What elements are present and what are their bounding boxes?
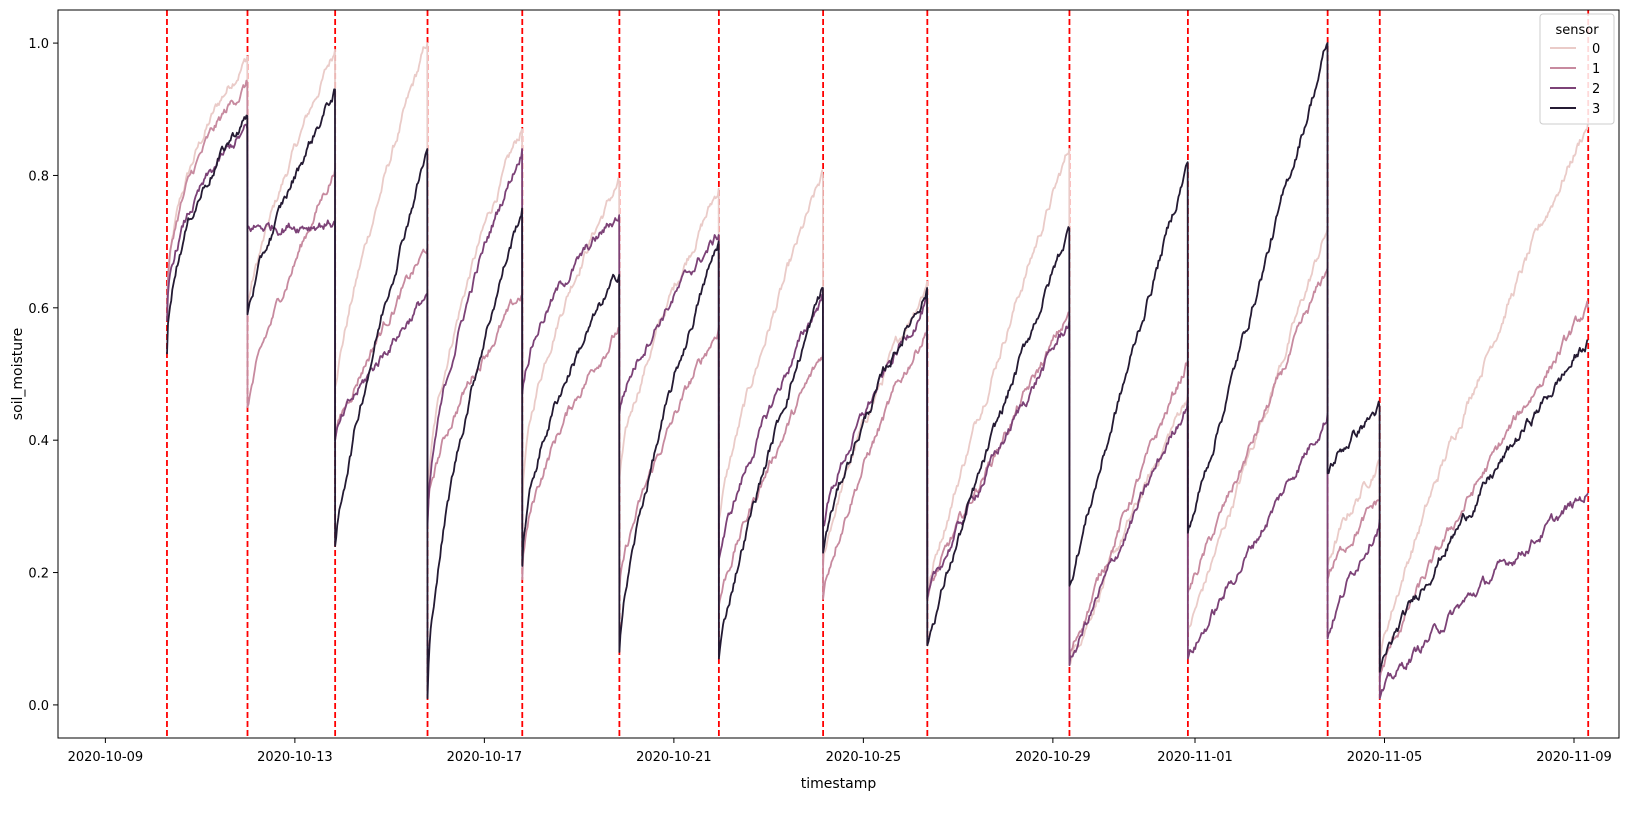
legend: sensor 0 1 2 3 xyxy=(1540,14,1614,124)
x-tick-label: 2020-11-01 xyxy=(1157,750,1233,765)
y-tick-label: 0.0 xyxy=(28,699,49,714)
legend-entry: 1 xyxy=(1592,62,1600,77)
x-axis: 2020-10-09 2020-10-13 2020-10-17 2020-10-21… xyxy=(68,738,1612,765)
plot-area xyxy=(58,10,1619,738)
y-tick-label: 0.8 xyxy=(28,169,49,184)
x-tick-label: 2020-11-09 xyxy=(1536,750,1612,765)
y-axis-label: soil_moisture xyxy=(10,328,26,420)
y-tick-label: 0.2 xyxy=(28,567,49,582)
x-tick-label: 2020-10-21 xyxy=(636,750,712,765)
x-axis-label: timestamp xyxy=(801,776,877,792)
x-tick-label: 2020-11-05 xyxy=(1347,750,1423,765)
x-tick-label: 2020-10-09 xyxy=(68,750,144,765)
x-tick-label: 2020-10-29 xyxy=(1015,750,1091,765)
y-tick-label: 1.0 xyxy=(28,37,49,52)
legend-title: sensor xyxy=(1555,23,1599,38)
x-tick-label: 2020-10-13 xyxy=(257,750,333,765)
legend-entry: 2 xyxy=(1592,82,1600,97)
x-tick-label: 2020-10-17 xyxy=(447,750,523,765)
y-axis: 0.0 0.2 0.4 0.6 0.8 1.0 xyxy=(28,37,58,714)
y-tick-label: 0.6 xyxy=(28,302,49,317)
x-tick-label: 2020-10-25 xyxy=(826,750,902,765)
y-tick-label: 0.4 xyxy=(28,434,49,449)
legend-entry: 0 xyxy=(1592,42,1600,57)
legend-entry: 3 xyxy=(1592,102,1600,117)
